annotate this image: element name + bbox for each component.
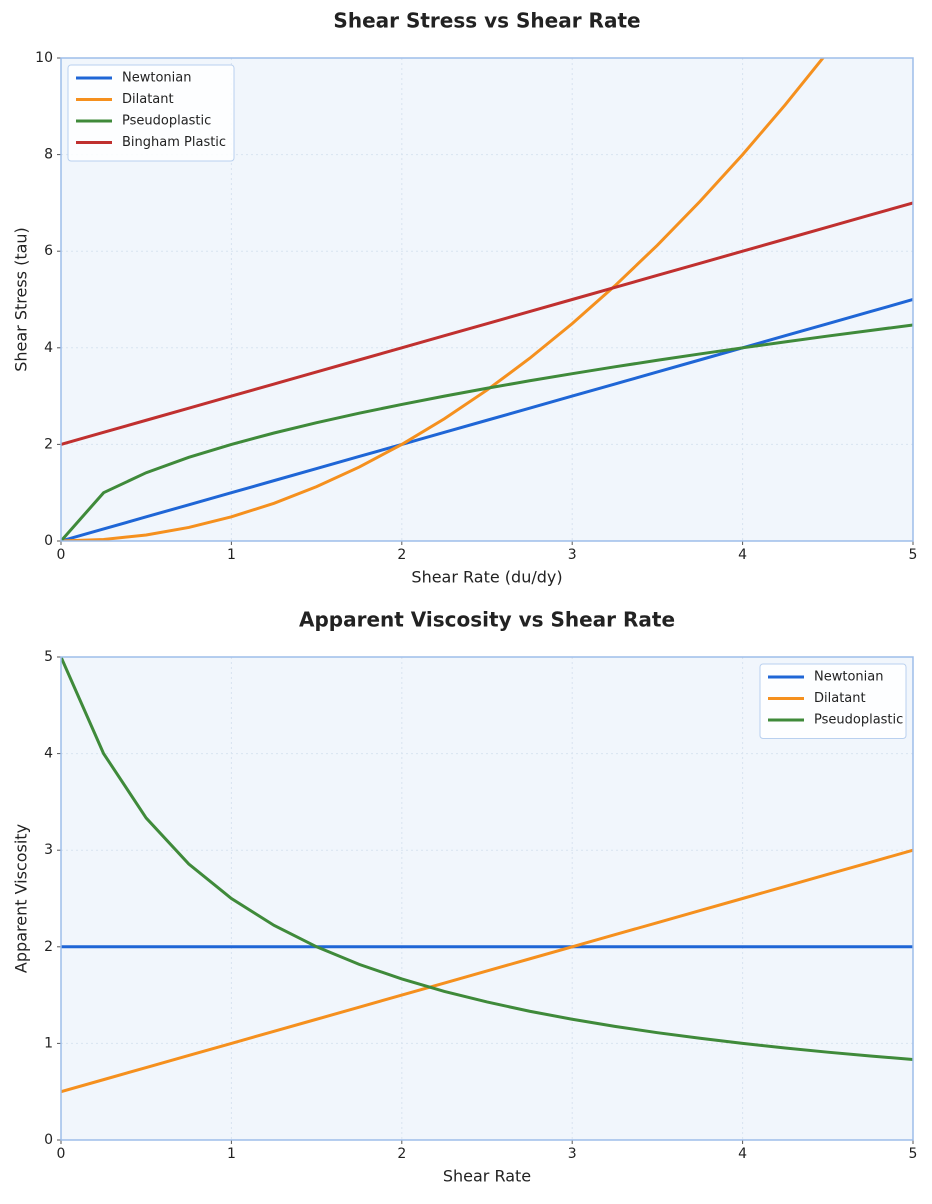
y-axis-label: Shear Stress (tau) — [12, 227, 31, 372]
line-series — [61, 201, 913, 446]
x-tick-label: 1 — [227, 547, 236, 563]
x-tick-label: 4 — [738, 547, 747, 563]
legend-box — [67, 64, 235, 162]
y-tick-label: 2 — [44, 436, 53, 452]
y-tick-label: 6 — [44, 243, 53, 259]
chart: Apparent Viscosity vs Shear Rate Shear Ra… — [12, 608, 918, 1186]
y-tick-label: 3 — [44, 842, 53, 858]
x-tick-label: 4 — [738, 1146, 747, 1162]
plot-border — [60, 57, 914, 542]
line-series — [61, 298, 913, 541]
chart: Shear Stress vs Shear Rate Shear Rate (du… — [12, 9, 918, 587]
plot-border — [60, 656, 914, 1141]
y-tick-label: 10 — [35, 50, 53, 66]
x-tick-label: 0 — [57, 547, 66, 563]
line-series — [61, 657, 913, 1062]
y-tick-label: 1 — [44, 1035, 53, 1051]
legend-label: Pseudoplastic — [814, 713, 903, 728]
legend-label: Dilatant — [814, 691, 866, 706]
x-tick-label: 2 — [397, 1146, 406, 1162]
x-tick-label: 3 — [568, 1146, 577, 1162]
chart-title: Shear Stress vs Shear Rate — [333, 9, 640, 33]
x-tick-label: 3 — [568, 547, 577, 563]
x-tick-label: 1 — [227, 1146, 236, 1162]
y-axis-label: Apparent Viscosity — [12, 824, 31, 973]
line-series — [61, 323, 913, 541]
x-tick-label: 5 — [909, 547, 918, 563]
chart-title: Apparent Viscosity vs Shear Rate — [299, 608, 675, 632]
y-tick-label: 0 — [44, 533, 53, 549]
y-tick-label: 4 — [44, 340, 53, 356]
legend-label: Dilatant — [122, 92, 174, 107]
legend-label: Newtonian — [814, 670, 883, 685]
x-axis-label: Shear Rate (du/dy) — [411, 568, 562, 587]
legend-label: Bingham Plastic — [122, 135, 226, 150]
line-series — [61, 848, 913, 1094]
line-series — [61, 58, 825, 541]
x-tick-label: 5 — [909, 1146, 918, 1162]
legend-label: Pseudoplastic — [122, 114, 211, 129]
y-tick-label: 8 — [44, 147, 53, 163]
legend-label: Newtonian — [122, 71, 191, 86]
y-tick-label: 2 — [44, 939, 53, 955]
x-tick-label: 0 — [57, 1146, 66, 1162]
y-tick-label: 5 — [44, 649, 53, 665]
x-axis-label: Shear Rate — [443, 1167, 531, 1186]
x-tick-label: 2 — [397, 547, 406, 563]
y-tick-label: 4 — [44, 746, 53, 762]
y-tick-label: 0 — [44, 1132, 53, 1148]
